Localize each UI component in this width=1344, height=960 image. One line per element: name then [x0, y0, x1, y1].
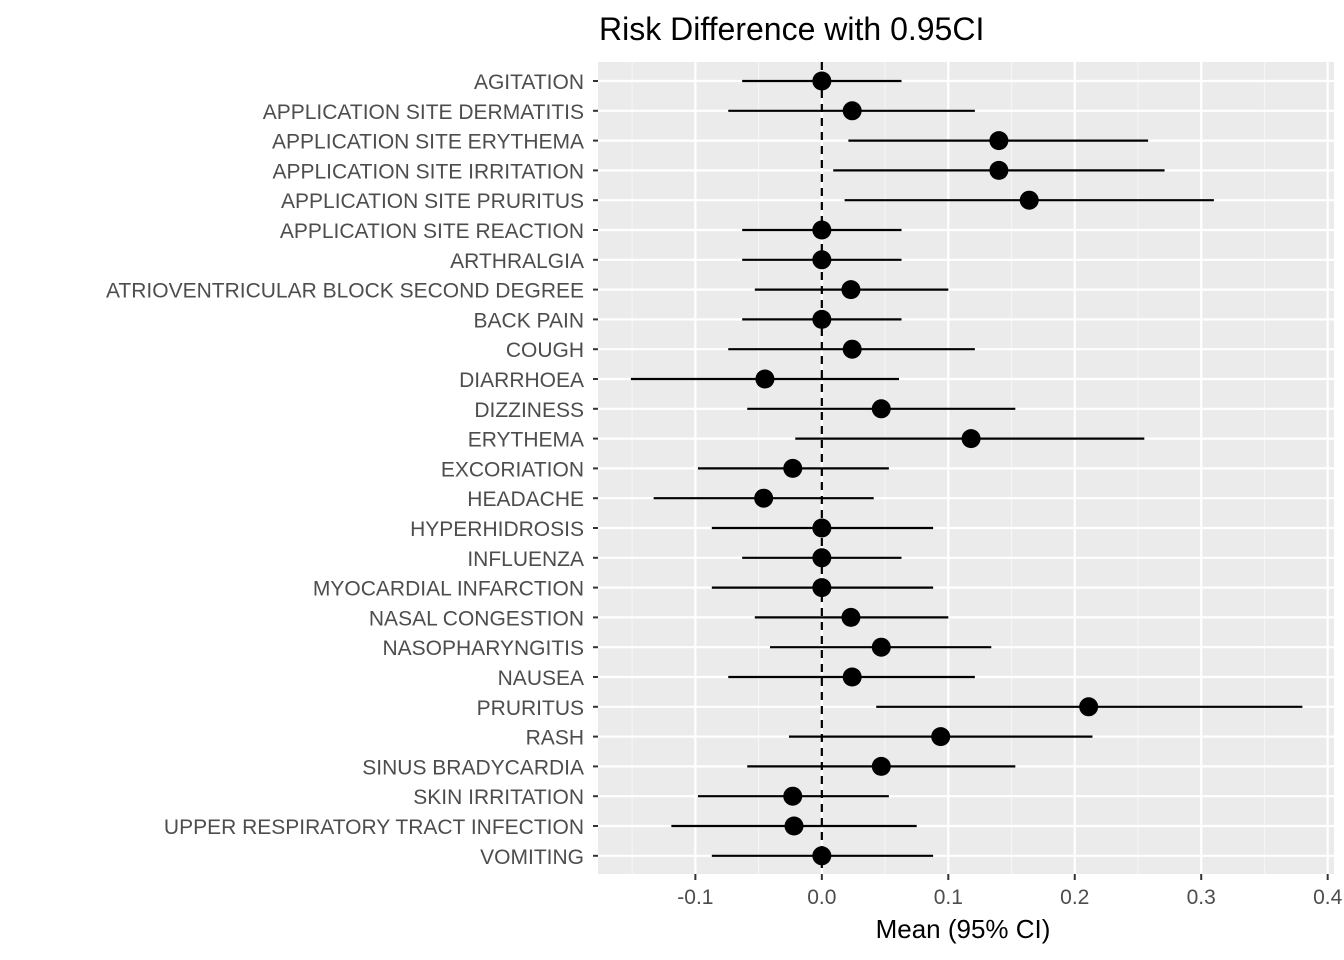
- mean-point: [871, 399, 891, 419]
- mean-point: [784, 816, 804, 836]
- category-label: APPLICATION SITE IRRITATION: [272, 160, 584, 183]
- x-tick-label: -0.1: [677, 886, 713, 909]
- category-label: APPLICATION SITE PRURITUS: [281, 190, 584, 213]
- category-label: ATRIOVENTRICULAR BLOCK SECOND DEGREE: [106, 280, 584, 303]
- category-label: DIZZINESS: [474, 399, 584, 422]
- mean-point: [841, 607, 861, 627]
- mean-point: [812, 309, 832, 329]
- mean-point: [842, 339, 862, 359]
- mean-point: [989, 131, 1009, 151]
- mean-point: [871, 756, 891, 776]
- category-label: NASAL CONGESTION: [369, 607, 584, 630]
- category-label: PRURITUS: [477, 697, 584, 720]
- mean-points: [754, 71, 1099, 866]
- category-label: SINUS BRADYCARDIA: [362, 756, 584, 779]
- category-label: ARTHRALGIA: [450, 250, 584, 273]
- mean-point: [1019, 190, 1039, 210]
- category-label: COUGH: [506, 339, 584, 362]
- x-axis-title: Mean (95% CI): [876, 914, 1051, 944]
- category-label: ERYTHEMA: [468, 429, 584, 452]
- category-label: HEADACHE: [467, 488, 584, 511]
- category-label: APPLICATION SITE REACTION: [280, 220, 584, 243]
- mean-point: [841, 280, 861, 300]
- mean-point: [1079, 697, 1099, 717]
- x-tick-label: 0.0: [807, 886, 836, 909]
- mean-point: [812, 250, 832, 270]
- mean-point: [812, 548, 832, 568]
- mean-point: [961, 429, 981, 449]
- x-tick-label: 0.4: [1313, 886, 1343, 909]
- category-label: BACK PAIN: [474, 309, 584, 332]
- x-axis-ticks: -0.1 0.0 0.1 0.2 0.3 0.4: [677, 874, 1343, 909]
- category-label: SKIN IRRITATION: [413, 786, 584, 809]
- mean-point: [931, 727, 951, 747]
- category-label: INFLUENZA: [467, 548, 584, 571]
- category-label: UPPER RESPIRATORY TRACT INFECTION: [164, 816, 584, 839]
- x-tick-label: 0.3: [1187, 886, 1216, 909]
- mean-point: [842, 101, 862, 121]
- category-label: DIARRHOEA: [459, 369, 584, 392]
- mean-point: [812, 71, 832, 91]
- category-label: HYPERHIDROSIS: [410, 518, 584, 541]
- category-label: RASH: [526, 727, 584, 750]
- mean-point: [754, 488, 774, 508]
- mean-point: [812, 846, 832, 866]
- category-label: EXCORIATION: [441, 458, 584, 481]
- category-label: AGITATION: [474, 71, 584, 94]
- mean-point: [783, 786, 803, 806]
- mean-point: [871, 637, 891, 657]
- category-label: NAUSEA: [498, 667, 584, 690]
- mean-point: [989, 160, 1009, 180]
- mean-point: [783, 458, 803, 478]
- mean-point: [812, 578, 832, 598]
- x-tick-label: 0.2: [1060, 886, 1089, 909]
- x-tick-label: 0.1: [934, 886, 963, 909]
- chart-title: Risk Difference with 0.95CI: [599, 11, 984, 47]
- category-label: NASOPHARYNGITIS: [383, 637, 585, 660]
- category-label: MYOCARDIAL INFARCTION: [313, 578, 584, 601]
- mean-point: [812, 220, 832, 240]
- mean-point: [755, 369, 775, 389]
- mean-point: [842, 667, 862, 687]
- category-label: VOMITING: [480, 846, 584, 869]
- mean-point: [812, 518, 832, 538]
- category-label: APPLICATION SITE ERYTHEMA: [272, 131, 584, 154]
- category-label: APPLICATION SITE DERMATITIS: [263, 101, 584, 124]
- category-labels: AGITATION APPLICATION SITE DERMATITIS APPL…: [106, 71, 598, 869]
